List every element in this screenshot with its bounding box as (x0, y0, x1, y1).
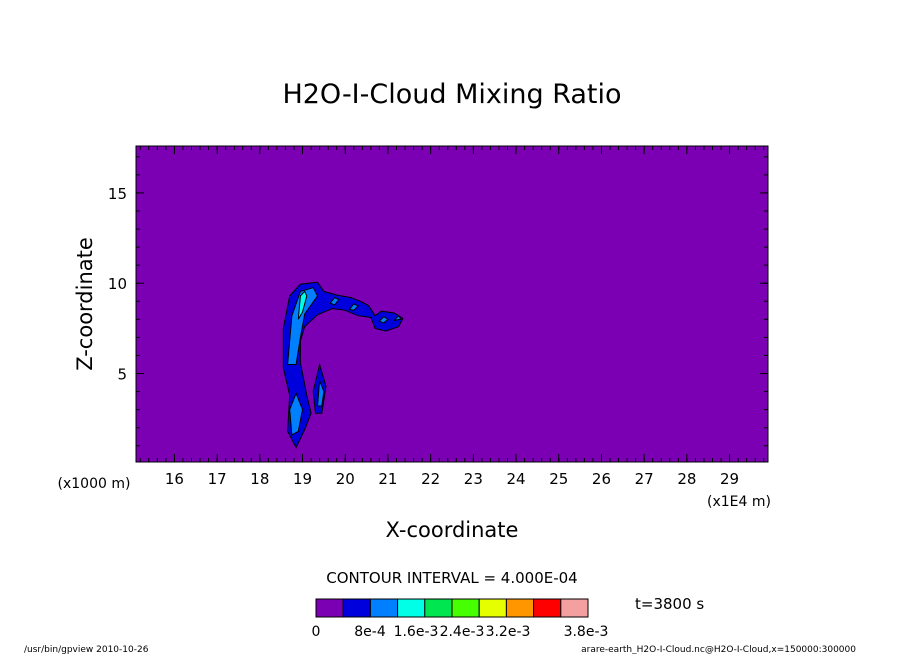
plot-background (136, 146, 768, 462)
footer-left: /usr/bin/gpview 2010-10-26 (24, 645, 149, 654)
x-tick-label: 18 (250, 470, 269, 488)
contour-region-level-2 (348, 303, 359, 311)
plot-area (136, 146, 768, 462)
colorbar-label: 3.8e-3 (564, 624, 609, 640)
y-tick-label: 5 (117, 366, 127, 384)
colorbar-swatch (369, 598, 399, 618)
contour-region-level-2 (316, 380, 325, 407)
x-tick-label: 25 (549, 470, 568, 488)
time-label: t=3800 s (635, 595, 704, 613)
chart-title: H2O-I-Cloud Mixing Ratio (282, 79, 621, 110)
y-tick-label: 10 (108, 275, 127, 293)
colorbar: 0 8e-4 1.6e-3 2.4e-3 3.2e-3 3.8e-3 (312, 598, 609, 640)
contour-region-level-3 (297, 290, 308, 320)
colorbar-swatch (424, 598, 453, 618)
colorbar-swatch (451, 598, 480, 618)
x-tick-label: 20 (336, 470, 355, 488)
y-axis-label: Z-coordinate (73, 237, 97, 371)
x-tick-label: 24 (507, 470, 526, 488)
x-tick-label: 22 (421, 470, 440, 488)
colorbar-swatch (505, 598, 535, 618)
axes: 16 17 18 19 20 21 22 23 24 25 26 27 28 29 5 10 15 (108, 145, 769, 488)
x-tick-label: 21 (378, 470, 397, 488)
x-tick-label: 16 (165, 470, 184, 488)
plot-frame (135, 145, 769, 463)
x-axis-label: X-coordinate (386, 518, 519, 542)
contour-interval-label: CONTOUR INTERVAL = 4.000E-04 (326, 569, 577, 587)
colorbar-label: 1.6e-3 (394, 624, 439, 640)
colorbar-label: 8e-4 (354, 624, 386, 640)
x-tick-label: 17 (208, 470, 227, 488)
x-tick-label: 26 (592, 470, 611, 488)
colorbar-swatch (342, 598, 371, 618)
x-tick-label: 29 (720, 470, 739, 488)
contour-region-level-2 (329, 297, 340, 306)
footer-right: arare-earth_H2O-I-Cloud.nc@H2O-I-Cloud,x… (581, 645, 856, 654)
colorbar-swatch (560, 598, 589, 618)
x-tick-label: 19 (293, 470, 312, 488)
colorbar-label: 0 (312, 624, 321, 640)
contour-region-level-2 (287, 287, 319, 365)
colorbar-label: 3.2e-3 (486, 624, 531, 640)
colorbar-swatch (478, 598, 507, 618)
y-tick-label: 15 (108, 185, 127, 203)
x-tick-label: 23 (464, 470, 483, 488)
colorbar-label: 2.4e-3 (440, 624, 485, 640)
contour-region-level-2 (393, 314, 402, 322)
colorbar-swatch (397, 598, 426, 618)
x-tick-label: 28 (677, 470, 696, 488)
contour-region-level-2 (378, 315, 389, 324)
colorbar-swatch (533, 598, 562, 618)
x-unit-label-left: (x1000 m) (58, 476, 131, 492)
contour-region-level-2 (289, 392, 304, 436)
colorbar-swatch (315, 598, 344, 618)
x-unit-label-right: (x1E4 m) (707, 494, 771, 510)
x-tick-label: 27 (635, 470, 654, 488)
